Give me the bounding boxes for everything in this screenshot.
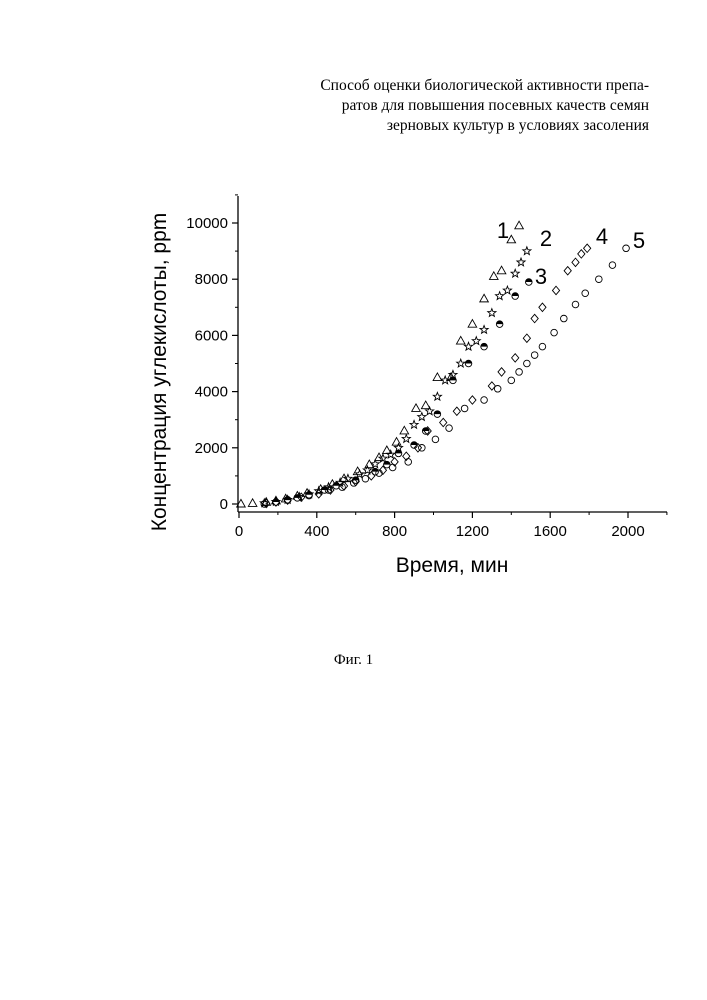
series-4-point	[498, 368, 505, 376]
series-4-point	[584, 244, 591, 252]
series-2-point	[472, 337, 480, 345]
series-1-point	[412, 404, 421, 412]
series-1-point	[468, 320, 477, 328]
series-5-point	[405, 459, 412, 466]
series-4-point	[572, 258, 579, 266]
series-2-point	[523, 247, 531, 255]
series-label-2: 2	[540, 226, 552, 251]
x-tick-label: 2000	[611, 523, 644, 540]
series-2-point	[433, 392, 441, 400]
series-5-point	[446, 425, 453, 432]
series-5-point	[572, 301, 579, 308]
series-4-point	[512, 354, 519, 362]
series-4-point	[531, 314, 538, 322]
y-tick-label: 10000	[186, 215, 228, 232]
series-5-point	[461, 405, 468, 412]
series-4-point	[469, 396, 476, 404]
series-2-point	[480, 325, 488, 333]
series-2-point	[402, 435, 410, 443]
series-4-point	[453, 407, 460, 415]
series-2-point	[464, 342, 472, 350]
series-1-point	[480, 294, 489, 302]
series-5-point	[623, 245, 630, 252]
series-5-point	[539, 343, 546, 350]
x-tick-label: 1200	[456, 523, 489, 540]
series-1-point	[421, 401, 430, 409]
series-1-point	[497, 266, 506, 274]
series-label-3: 3	[535, 264, 547, 289]
series-1-point	[456, 336, 465, 344]
series-2-point	[511, 269, 519, 277]
series-5-point	[531, 352, 538, 359]
series-2-point	[441, 376, 449, 384]
series-5-point	[508, 377, 515, 384]
series-2-point	[517, 258, 525, 266]
series-4-point	[578, 250, 585, 258]
y-tick-label: 2000	[195, 440, 228, 457]
y-tick-label: 8000	[195, 271, 228, 288]
series-2-point	[410, 420, 418, 428]
y-tick-label: 4000	[195, 384, 228, 401]
series-2-point	[426, 407, 434, 415]
figure-caption: Фиг. 1	[0, 652, 707, 669]
series-2-point	[457, 359, 465, 367]
series-5-point	[596, 276, 603, 283]
series-5-point	[609, 262, 616, 269]
series-1-point	[392, 438, 401, 446]
series-5-point	[432, 436, 439, 443]
x-tick-label: 1600	[534, 523, 567, 540]
series-2-point	[418, 413, 426, 421]
series-1-point	[353, 467, 362, 475]
series-4-point	[552, 286, 559, 294]
series-4-point	[440, 418, 447, 426]
y-axis-label: Концентрация углекислоты, ppm	[148, 213, 171, 532]
y-tick-label: 0	[220, 496, 228, 513]
series-5-point	[582, 290, 589, 297]
series-2-point	[488, 309, 496, 317]
series-5-point	[481, 397, 488, 404]
series-5-point	[389, 464, 396, 471]
y-tick-label: 6000	[195, 327, 228, 344]
series-label-5: 5	[633, 228, 645, 253]
series-2-point	[496, 292, 504, 300]
series-label-1: 1	[497, 218, 509, 243]
x-tick-label: 800	[382, 523, 407, 540]
series-5-point	[561, 315, 568, 322]
series-1-point	[515, 221, 524, 229]
series-1-point	[400, 426, 409, 434]
x-tick-label: 0	[235, 523, 243, 540]
series-5-point	[494, 385, 501, 392]
series-5-point	[516, 369, 523, 376]
series-4-point	[523, 334, 530, 342]
series-5-point	[524, 360, 531, 367]
series-1-point	[489, 272, 498, 280]
series-2-point	[503, 286, 511, 294]
series-4-point	[564, 267, 571, 275]
series-5-point	[551, 329, 558, 336]
series-label-4: 4	[596, 224, 608, 249]
x-tick-label: 400	[304, 523, 329, 540]
scatter-chart: 0 400 800 1200 1600 2000 0 2000 4000 6000 8000 1000…	[0, 0, 707, 620]
series-1-point	[248, 499, 257, 507]
series-4-point	[539, 303, 546, 311]
x-axis-label: Время, мин	[396, 554, 509, 577]
series-5-point	[362, 475, 369, 482]
series-1-point	[433, 373, 442, 381]
